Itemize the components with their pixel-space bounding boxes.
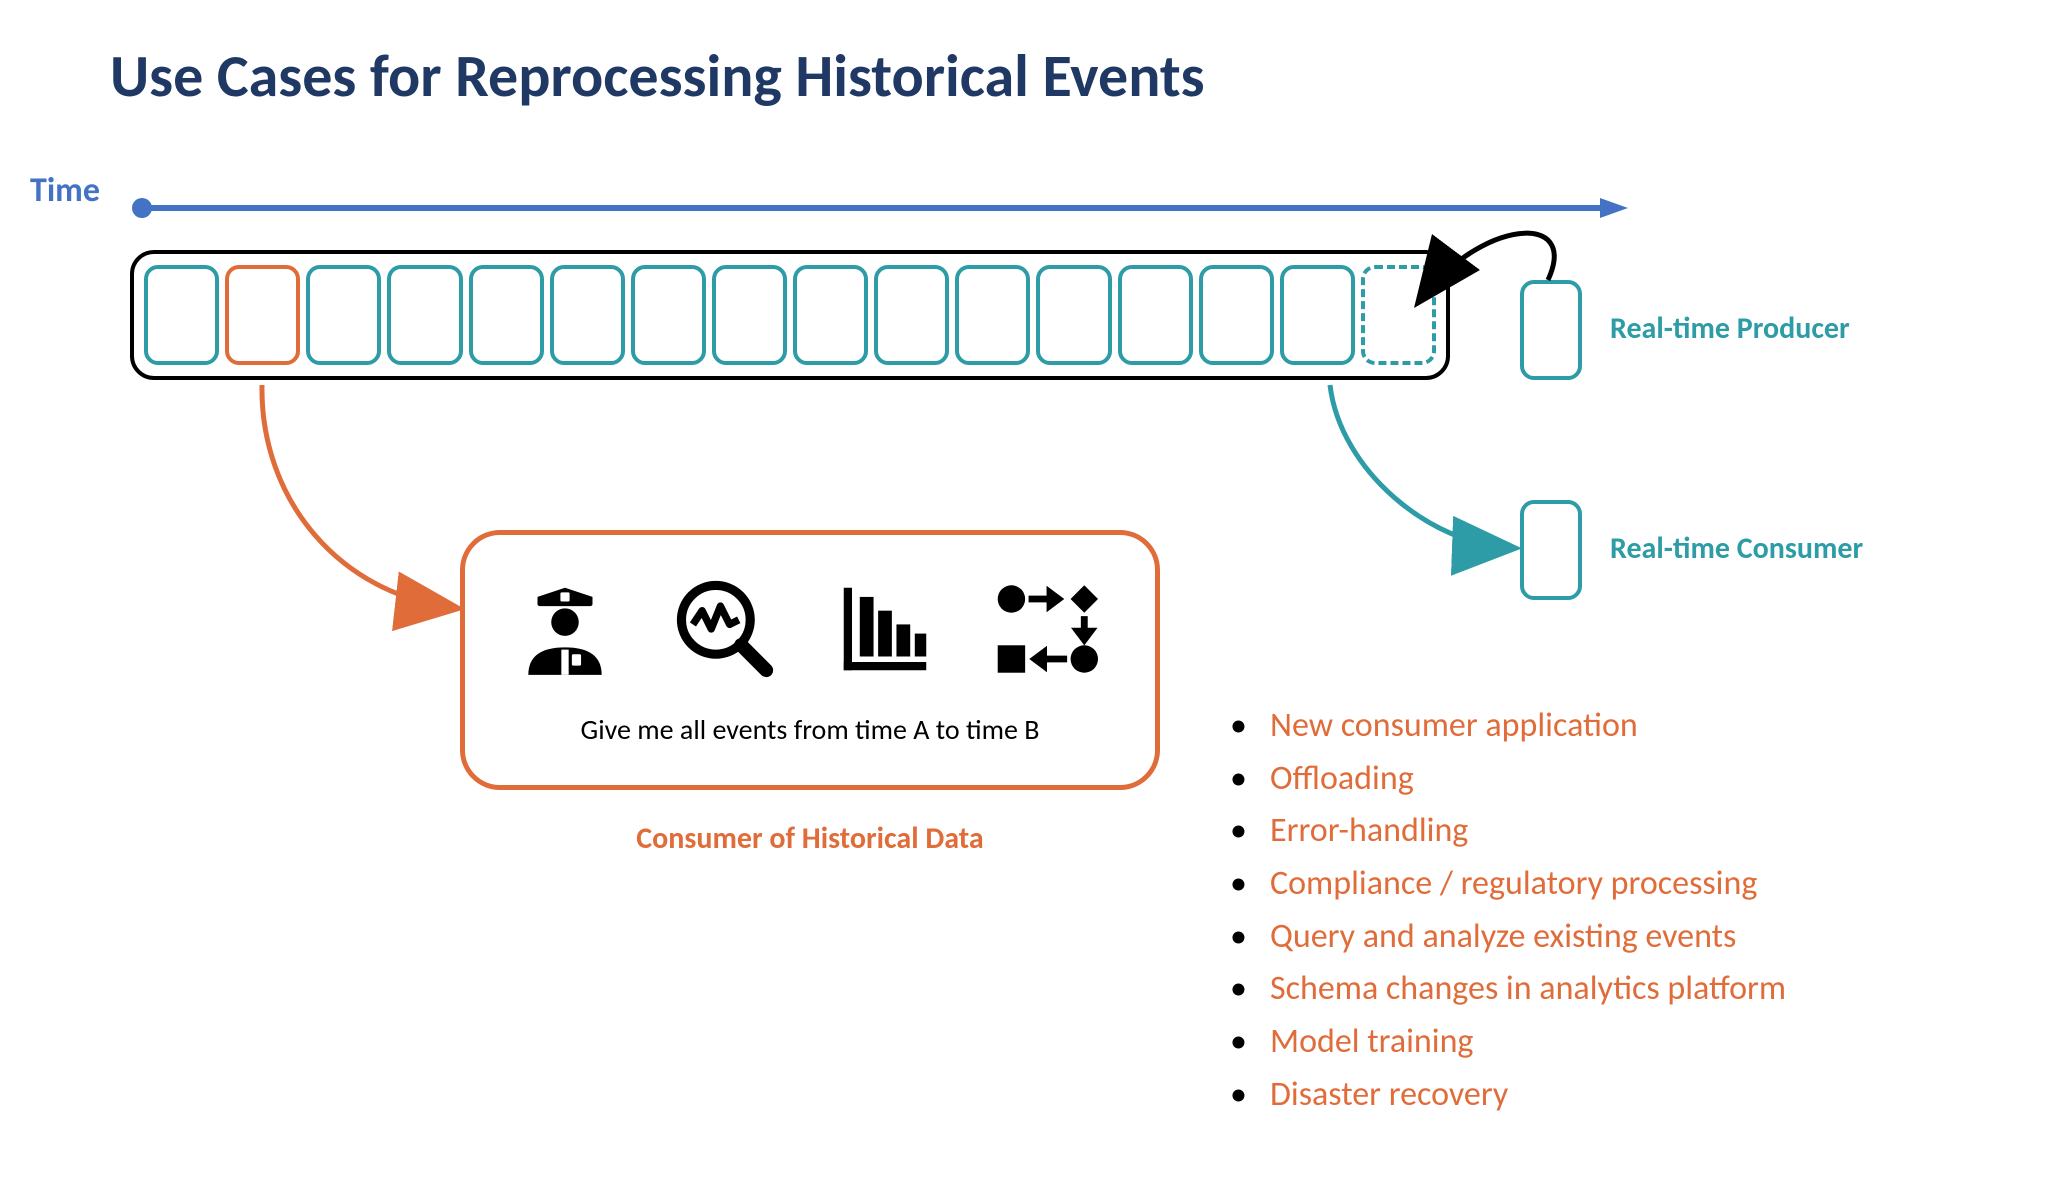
log-cell (1280, 265, 1355, 365)
log-cell (550, 265, 625, 365)
historical-consumer-title: Consumer of Historical Data (460, 820, 1160, 857)
log-cell (1118, 265, 1193, 365)
log-cell (793, 265, 868, 365)
log-cell (387, 265, 462, 365)
log-cell (1199, 265, 1274, 365)
log-cell (955, 265, 1030, 365)
use-case-item: Schema changes in analytics platform (1220, 963, 1786, 1016)
log-cell (1036, 265, 1111, 365)
log-cell (469, 265, 544, 365)
log-cell (631, 265, 706, 365)
security-officer-icon (510, 574, 620, 684)
historical-consumer-caption: Give me all events from time A to time B (581, 712, 1040, 747)
realtime-consumer-box (1520, 500, 1582, 600)
analytics-chart-icon (830, 574, 940, 684)
use-case-item: Disaster recovery (1220, 1069, 1786, 1122)
log-cell (712, 265, 787, 365)
realtime-consumer-label: Real-time Consumer (1610, 530, 1863, 567)
log-cell (1361, 265, 1436, 365)
event-log (130, 250, 1450, 380)
time-axis-label: Time (30, 170, 100, 211)
page-title: Use Cases for Reprocessing Historical Ev… (110, 40, 1205, 113)
producer-label: Real-time Producer (1610, 310, 1850, 347)
producer-box (1520, 280, 1582, 380)
log-cell (144, 265, 219, 365)
use-case-item: Offloading (1220, 753, 1786, 806)
use-case-item: Query and analyze existing events (1220, 911, 1786, 964)
transformation-flow-icon (990, 574, 1110, 684)
icon-row (510, 574, 1110, 684)
log-cell (874, 265, 949, 365)
monitoring-magnifier-icon (670, 574, 780, 684)
use-case-list: New consumer applicationOffloadingError-… (1220, 700, 1786, 1122)
use-case-item: New consumer application (1220, 700, 1786, 753)
use-case-item: Error-handling (1220, 805, 1786, 858)
timeline-arrow (130, 188, 1640, 228)
log-cell (225, 265, 300, 365)
historical-consumer-box: Give me all events from time A to time B (460, 530, 1160, 790)
use-case-item: Model training (1220, 1016, 1786, 1069)
use-case-item: Compliance / regulatory processing (1220, 858, 1786, 911)
log-cell (306, 265, 381, 365)
